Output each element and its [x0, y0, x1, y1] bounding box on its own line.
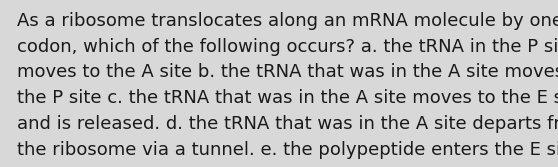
- Text: moves to the A site b. the tRNA that was in the A site moves to: moves to the A site b. the tRNA that was…: [17, 63, 558, 81]
- Text: the ribosome via a tunnel. e. the polypeptide enters the E site.: the ribosome via a tunnel. e. the polype…: [17, 141, 558, 159]
- Text: the P site c. the tRNA that was in the A site moves to the E site,: the P site c. the tRNA that was in the A…: [17, 89, 558, 107]
- Text: As a ribosome translocates along an mRNA molecule by one: As a ribosome translocates along an mRNA…: [17, 12, 558, 30]
- Text: codon, which of the following occurs? a. the tRNA in the P site: codon, which of the following occurs? a.…: [17, 38, 558, 56]
- Text: and is released. d. the tRNA that was in the A site departs from: and is released. d. the tRNA that was in…: [17, 115, 558, 133]
